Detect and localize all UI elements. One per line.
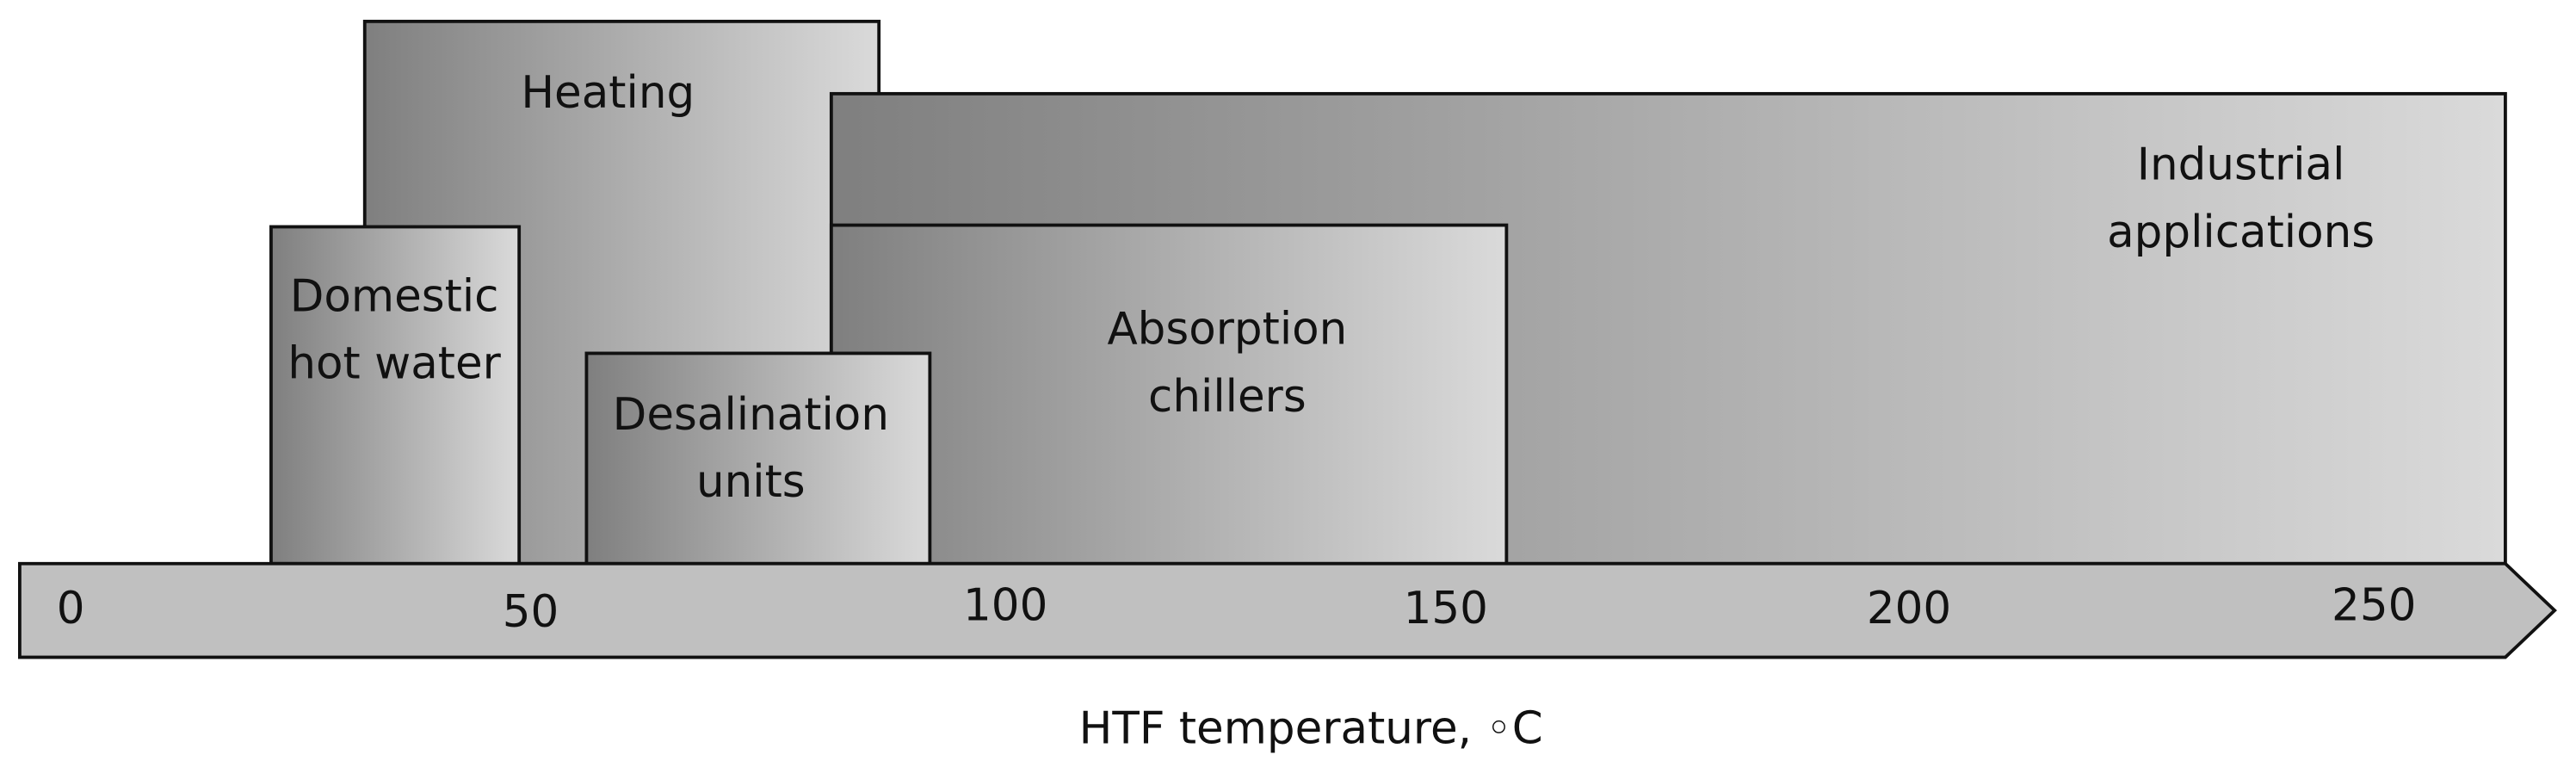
box-label: Industrial	[2137, 139, 2345, 191]
axis-ticks: 0 50 100 150 200 250	[57, 579, 2417, 638]
axis-title: HTF temperature, ◦C	[1079, 702, 1543, 754]
temperature-axis	[17, 561, 2557, 659]
box-label: Heating	[521, 67, 695, 119]
tick-label: 150	[1404, 583, 1488, 634]
tick-label: 100	[963, 579, 1047, 631]
range-boxes: Heating Industrial applications Absorption c…	[269, 19, 2507, 566]
box-label: Desalination	[613, 389, 889, 441]
range-box: Desalination units	[584, 351, 932, 566]
range-box: Domestic hot water	[269, 225, 522, 566]
box-label: hot water	[287, 338, 501, 390]
tick-label: 0	[57, 583, 85, 634]
tick-label: 50	[503, 586, 559, 638]
box-label: Absorption	[1107, 304, 1347, 356]
box-label: units	[696, 456, 806, 508]
tick-label: 250	[2332, 579, 2416, 631]
range-box: Absorption chillers	[829, 223, 1509, 566]
box-label: applications	[2107, 207, 2375, 258]
box-label: Domestic	[290, 270, 499, 322]
tick-label: 200	[1867, 583, 1951, 634]
box-label: chillers	[1148, 371, 1307, 423]
